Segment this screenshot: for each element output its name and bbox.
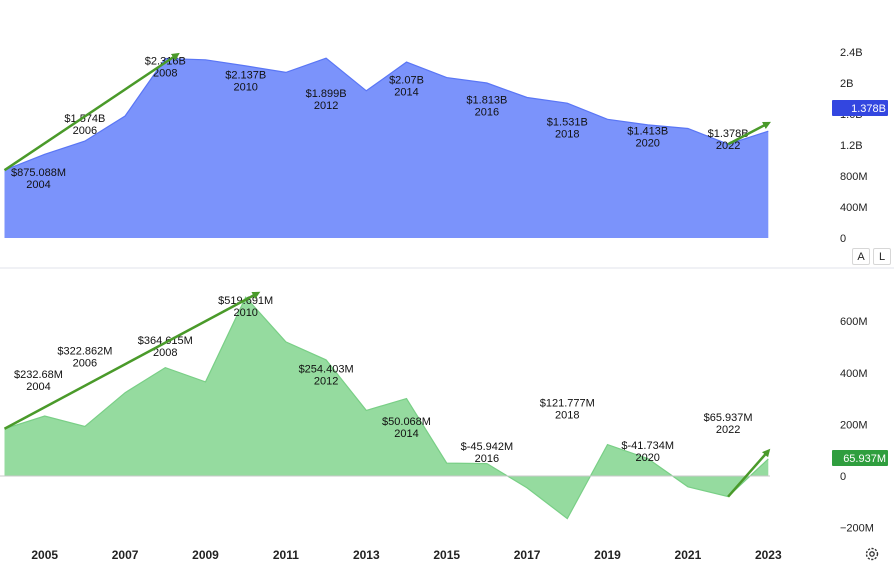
data-label-value: $1.531B [547, 116, 588, 128]
data-label-year: 2018 [555, 128, 579, 140]
data-label-year: 2006 [73, 358, 97, 370]
data-label-value: $1.899B [306, 88, 347, 100]
y-tick-label: 400M [840, 368, 868, 380]
x-tick-label: 2011 [273, 548, 299, 562]
x-tick-label: 2009 [192, 548, 219, 562]
data-label-value: $1.378B [708, 128, 749, 140]
data-label-value: $875.088M [11, 167, 66, 179]
x-tick-label: 2019 [594, 548, 621, 562]
data-label-year: 2016 [475, 106, 499, 118]
data-label-year: 2008 [153, 68, 177, 80]
y-tick-label: 200M [840, 419, 868, 431]
top-pane: 0400M800M1.2B1.6B2B2.4B$875.088M2004$1.5… [3, 47, 888, 245]
y-tick-label: 0 [840, 471, 846, 483]
data-label-year: 2018 [555, 410, 579, 422]
x-tick-label: 2017 [514, 548, 541, 562]
data-label-year: 2004 [26, 381, 50, 393]
x-tick-label: 2013 [353, 548, 380, 562]
data-label-year: 2016 [475, 453, 499, 465]
data-label-value: $322.862M [57, 346, 112, 358]
series-area [4, 297, 769, 519]
data-label-value: $1.413B [627, 125, 668, 137]
data-label-value: $254.403M [299, 363, 354, 375]
auto-scale-button[interactable]: A [852, 248, 870, 265]
data-label-year: 2012 [314, 100, 338, 112]
y-tick-label: 1.2B [840, 140, 863, 152]
data-label-year: 2010 [233, 81, 257, 93]
data-label-value: $1.813B [466, 94, 507, 106]
trend-arrow [727, 121, 771, 146]
data-label-value: $2.137B [225, 69, 266, 81]
y-tick-label: 800M [840, 171, 868, 183]
data-label-value: $50.068M [382, 416, 431, 428]
data-label-year: 2020 [635, 452, 659, 464]
series-line [4, 57, 769, 171]
x-tick-label: 2007 [112, 548, 139, 562]
log-scale-button[interactable]: L [873, 248, 891, 265]
series-line [4, 296, 769, 520]
gear-icon[interactable] [864, 546, 880, 562]
data-label-year: 2004 [26, 179, 50, 191]
series-area [4, 58, 769, 239]
last-value-badge-text: 65.937M [843, 453, 886, 465]
last-value-badge [832, 100, 888, 116]
y-tick-label: 600M [840, 316, 868, 328]
trend-arrow [727, 448, 771, 498]
data-label-year: 2014 [394, 87, 418, 99]
data-label-value: $232.68M [14, 369, 63, 381]
bottom-pane: −200M0200M400M600M$232.68M2004$322.862M2… [0, 291, 888, 535]
data-label-value: $1.574B [64, 113, 105, 125]
y-tick-label: 2.4B [840, 47, 863, 59]
x-tick-label: 2015 [433, 548, 460, 562]
data-label-year: 2022 [716, 140, 740, 152]
trend-arrow [3, 291, 261, 430]
data-label-value: $65.937M [704, 412, 753, 424]
data-label-year: 2012 [314, 375, 338, 387]
last-value-badge-text: 1.378B [851, 103, 886, 115]
data-label-year: 2008 [153, 347, 177, 359]
data-label-year: 2010 [233, 307, 257, 319]
data-label-year: 2006 [73, 125, 97, 137]
last-value-badge [832, 450, 888, 466]
data-label-year: 2014 [394, 428, 418, 440]
x-tick-label: 2021 [675, 548, 702, 562]
y-tick-label: 0 [840, 233, 846, 245]
data-label-value: $121.777M [540, 398, 595, 410]
y-tick-label: 400M [840, 202, 868, 214]
data-label-value: $-41.734M [621, 440, 674, 452]
data-label-value: $2.07B [389, 75, 424, 87]
data-label-year: 2022 [716, 424, 740, 436]
x-tick-label: 2005 [31, 548, 58, 562]
x-axis: 2005 2007 2009 2011 2013 2015 2017 2019 2021 2023 [31, 548, 782, 562]
y-tick-label: 2B [840, 78, 853, 90]
y-tick-label: −200M [840, 523, 874, 535]
trend-arrow [3, 52, 180, 172]
data-label-value: $-45.942M [461, 441, 514, 453]
data-label-year: 2020 [635, 137, 659, 149]
data-label-value: $364.615M [138, 335, 193, 347]
x-tick-label: 2023 [755, 548, 782, 562]
